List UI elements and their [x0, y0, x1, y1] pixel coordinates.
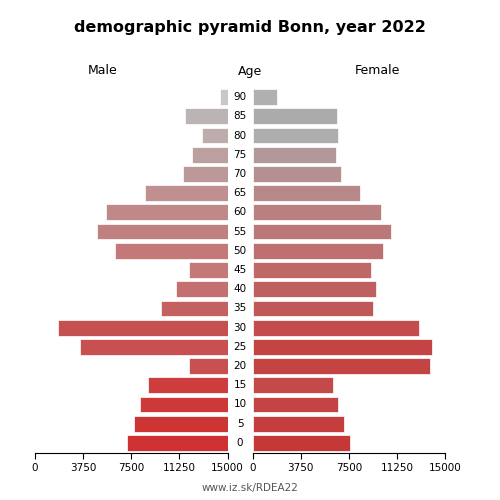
Bar — [114, 243, 228, 258]
Bar — [252, 320, 420, 336]
Text: Age: Age — [238, 64, 262, 78]
Bar — [252, 282, 376, 297]
Text: 60: 60 — [234, 208, 246, 218]
Bar — [140, 396, 228, 412]
Bar — [148, 378, 228, 393]
Bar — [220, 89, 228, 105]
Bar — [106, 204, 228, 220]
Text: 5: 5 — [236, 418, 244, 428]
Text: 80: 80 — [234, 130, 246, 140]
Bar — [189, 262, 228, 278]
Text: www.iz.sk/RDEA22: www.iz.sk/RDEA22 — [202, 482, 298, 492]
Bar — [58, 320, 228, 336]
Text: 0: 0 — [237, 438, 243, 448]
Text: 20: 20 — [234, 361, 246, 371]
Text: 75: 75 — [234, 150, 246, 160]
Text: 25: 25 — [234, 342, 246, 352]
Bar — [134, 416, 228, 432]
Text: 65: 65 — [234, 188, 246, 198]
Text: 15: 15 — [234, 380, 246, 390]
Text: 45: 45 — [234, 265, 246, 275]
Bar — [252, 435, 350, 451]
Bar — [252, 108, 337, 124]
Text: 90: 90 — [234, 92, 246, 102]
Text: Male: Male — [88, 64, 117, 78]
Bar — [176, 282, 228, 297]
Bar — [146, 186, 228, 201]
Bar — [80, 339, 228, 354]
Text: 70: 70 — [234, 169, 246, 179]
Bar — [252, 147, 336, 162]
Text: 10: 10 — [234, 400, 246, 409]
Text: 50: 50 — [234, 246, 246, 256]
Text: 30: 30 — [234, 322, 246, 332]
Bar — [252, 204, 381, 220]
Bar — [189, 358, 228, 374]
Bar — [161, 300, 228, 316]
Bar — [252, 378, 334, 393]
Bar — [185, 108, 228, 124]
Bar — [128, 435, 228, 451]
Bar — [252, 186, 360, 201]
Text: demographic pyramid Bonn, year 2022: demographic pyramid Bonn, year 2022 — [74, 20, 426, 35]
Text: 40: 40 — [234, 284, 246, 294]
Bar — [182, 166, 228, 182]
Bar — [252, 243, 384, 258]
Bar — [252, 396, 338, 412]
Bar — [192, 147, 228, 162]
Bar — [252, 416, 344, 432]
Bar — [252, 339, 432, 354]
Bar — [252, 262, 370, 278]
Text: 85: 85 — [234, 112, 246, 122]
Bar — [252, 166, 341, 182]
Bar — [252, 300, 373, 316]
Bar — [252, 128, 338, 144]
Text: 55: 55 — [234, 226, 246, 236]
Bar — [96, 224, 228, 240]
Bar — [252, 224, 391, 240]
Bar — [252, 358, 430, 374]
Bar — [252, 89, 277, 105]
Bar — [202, 128, 228, 144]
Text: Female: Female — [355, 64, 401, 78]
Text: 35: 35 — [234, 304, 246, 314]
